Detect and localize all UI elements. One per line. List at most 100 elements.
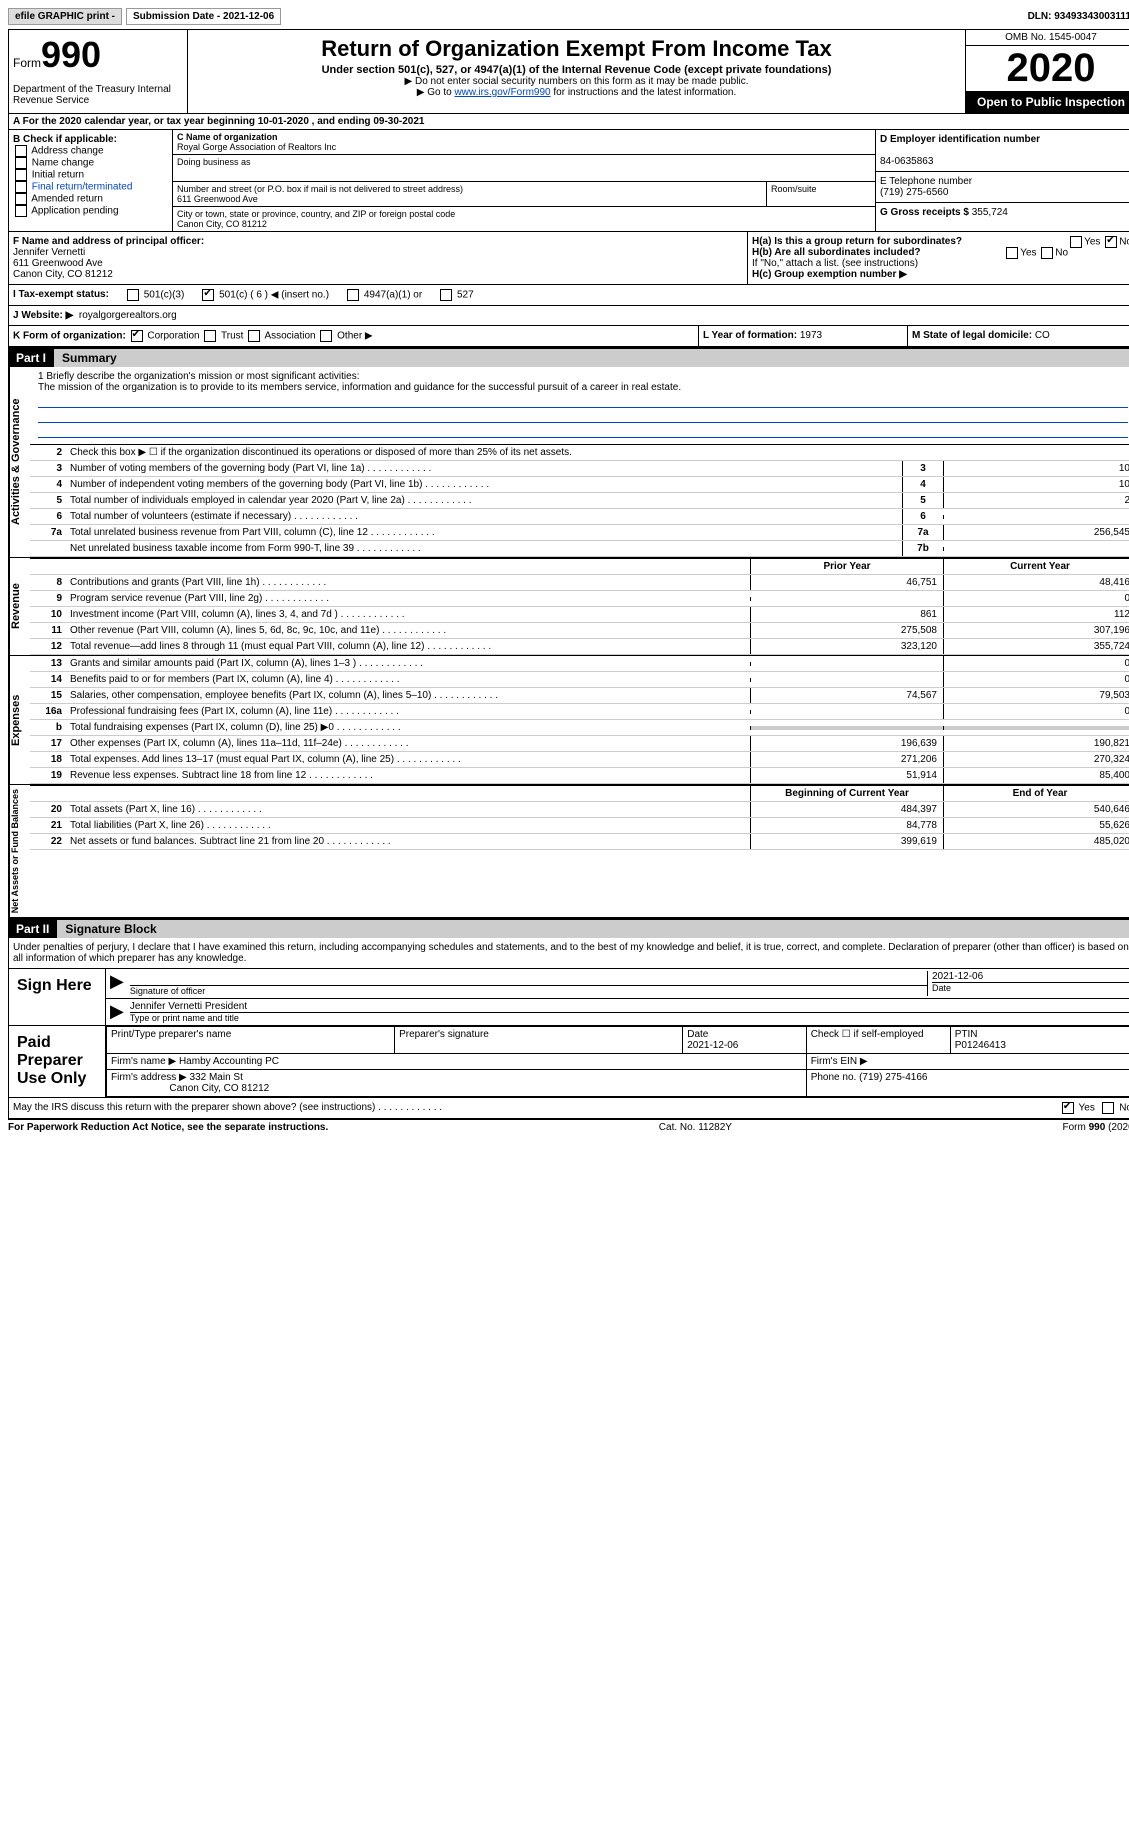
side-netassets: Net Assets or Fund Balances xyxy=(9,785,30,917)
year-block: OMB No. 1545-0047 2020 Open to Public In… xyxy=(965,30,1129,113)
group-return: H(a) Is this a group return for subordin… xyxy=(748,232,1129,284)
row-i-tax-status: I Tax-exempt status: 501(c)(3) 501(c) ( … xyxy=(8,285,1129,306)
hb-no[interactable] xyxy=(1041,247,1053,259)
summary-line: 10Investment income (Part VIII, column (… xyxy=(30,607,1129,623)
dba-label: Doing business as xyxy=(177,157,251,167)
discuss-no[interactable] xyxy=(1102,1102,1114,1114)
open-inspection: Open to Public Inspection xyxy=(966,91,1129,113)
summary-line: 6Total number of volunteers (estimate if… xyxy=(30,509,1129,525)
revenue-section: Revenue b Prior Year Current Year 8Contr… xyxy=(8,558,1129,656)
form-header: Form990 Department of the Treasury Inter… xyxy=(8,29,1129,114)
summary-line: 22Net assets or fund balances. Subtract … xyxy=(30,834,1129,850)
cb-address-change[interactable] xyxy=(15,145,27,157)
summary-line: 12Total revenue—add lines 8 through 11 (… xyxy=(30,639,1129,655)
discuss-yes[interactable] xyxy=(1062,1102,1074,1114)
gross-label: G Gross receipts $ xyxy=(880,207,969,218)
summary-line: 19Revenue less expenses. Subtract line 1… xyxy=(30,768,1129,784)
cb-trust[interactable] xyxy=(204,330,216,342)
cb-527[interactable] xyxy=(440,289,452,301)
cb-initial-return[interactable] xyxy=(15,169,27,181)
website-val: royalgorgerealtors.org xyxy=(79,310,177,321)
netassets-section: Net Assets or Fund Balances Beginning of… xyxy=(8,785,1129,918)
room-suite: Room/suite xyxy=(767,182,875,206)
principal-officer: F Name and address of principal officer:… xyxy=(9,232,748,284)
cb-name-change[interactable] xyxy=(15,157,27,169)
summary-line: 7aTotal unrelated business revenue from … xyxy=(30,525,1129,541)
preparer-table: Print/Type preparer's name Preparer's si… xyxy=(106,1026,1129,1097)
title-block: Return of Organization Exempt From Incom… xyxy=(188,30,965,113)
footer: For Paperwork Reduction Act Notice, see … xyxy=(8,1119,1129,1133)
addr-val: 611 Greenwood Ave xyxy=(177,194,258,204)
form-subtitle: Under section 501(c), 527, or 4947(a)(1)… xyxy=(192,64,961,76)
summary-line: bTotal fundraising expenses (Part IX, co… xyxy=(30,720,1129,736)
ein-val: 84-0635863 xyxy=(880,156,933,167)
omb-number: OMB No. 1545-0047 xyxy=(966,30,1129,46)
summary-line: 18Total expenses. Add lines 13–17 (must … xyxy=(30,752,1129,768)
dln-number: DLN: 93493343003111 xyxy=(1022,9,1129,24)
cb-501c3[interactable] xyxy=(127,289,139,301)
penalties-text: Under penalties of perjury, I declare th… xyxy=(9,938,1129,969)
city-label: City or town, state or province, country… xyxy=(177,209,455,219)
side-governance: Activities & Governance xyxy=(9,367,30,557)
phone-label: E Telephone number xyxy=(880,176,972,187)
summary-line: 9Program service revenue (Part VIII, lin… xyxy=(30,591,1129,607)
instr-1: ▶ Do not enter social security numbers o… xyxy=(192,76,961,87)
addr-label: Number and street (or P.O. box if mail i… xyxy=(177,184,463,194)
summary-line: 8Contributions and grants (Part VIII, li… xyxy=(30,575,1129,591)
top-toolbar: efile GRAPHIC print - Submission Date - … xyxy=(8,8,1129,25)
sign-here-label: Sign Here xyxy=(9,969,105,1025)
paid-preparer-label: Paid Preparer Use Only xyxy=(9,1026,105,1097)
governance-section: Activities & Governance 1 Briefly descri… xyxy=(8,367,1129,558)
side-revenue: Revenue xyxy=(9,558,30,655)
instr-2: ▶ Go to www.irs.gov/Form990 for instruct… xyxy=(192,87,961,98)
phone-val: (719) 275-6560 xyxy=(880,187,948,198)
summary-line: 17Other expenses (Part IX, column (A), l… xyxy=(30,736,1129,752)
summary-line: Net unrelated business taxable income fr… xyxy=(30,541,1129,557)
summary-line: 16aProfessional fundraising fees (Part I… xyxy=(30,704,1129,720)
submission-date: Submission Date - 2021-12-06 xyxy=(126,8,281,25)
cb-4947[interactable] xyxy=(347,289,359,301)
form-number: 990 xyxy=(41,34,101,75)
cb-assoc[interactable] xyxy=(248,330,260,342)
org-name: Royal Gorge Association of Realtors Inc xyxy=(177,142,336,152)
form-title: Return of Organization Exempt From Incom… xyxy=(192,36,961,62)
efile-print-button[interactable]: efile GRAPHIC print - xyxy=(8,8,122,25)
summary-line: 13Grants and similar amounts paid (Part … xyxy=(30,656,1129,672)
ha-yes[interactable] xyxy=(1070,236,1082,248)
expenses-section: Expenses 13Grants and similar amounts pa… xyxy=(8,656,1129,785)
cb-app-pending[interactable] xyxy=(15,205,27,217)
city-val: Canon City, CO 81212 xyxy=(177,219,267,229)
summary-line: 4Number of independent voting members of… xyxy=(30,477,1129,493)
row-klm: K Form of organization: Corporation Trus… xyxy=(8,326,1129,347)
ein-label: D Employer identification number xyxy=(880,134,1040,145)
summary-line: 3Number of voting members of the governi… xyxy=(30,461,1129,477)
col-b-checkboxes: B Check if applicable: Address change Na… xyxy=(9,130,173,231)
cb-corp[interactable] xyxy=(131,330,143,342)
summary-line: 14Benefits paid to or for members (Part … xyxy=(30,672,1129,688)
row-fh: F Name and address of principal officer:… xyxy=(8,232,1129,285)
dept-label: Department of the Treasury Internal Reve… xyxy=(13,84,183,106)
col-b-label: B Check if applicable: xyxy=(13,134,168,145)
summary-line: 15Salaries, other compensation, employee… xyxy=(30,688,1129,704)
cb-amended[interactable] xyxy=(15,193,27,205)
mission-block: 1 Briefly describe the organization's mi… xyxy=(30,367,1129,445)
summary-line: 21Total liabilities (Part X, line 26)84,… xyxy=(30,818,1129,834)
signature-block: Under penalties of perjury, I declare th… xyxy=(8,938,1129,1119)
irs-link[interactable]: www.irs.gov/Form990 xyxy=(454,87,550,98)
summary-line: 11Other revenue (Part VIII, column (A), … xyxy=(30,623,1129,639)
col-de: D Employer identification number 84-0635… xyxy=(875,130,1129,231)
part2-header: Part II Signature Block xyxy=(8,918,1129,938)
form-word: Form xyxy=(13,56,41,70)
gross-val: 355,724 xyxy=(972,207,1008,218)
cb-501c[interactable] xyxy=(202,289,214,301)
row-j-website: J Website: ▶ royalgorgerealtors.org xyxy=(8,306,1129,326)
cb-other[interactable] xyxy=(320,330,332,342)
part1-header: Part I Summary xyxy=(8,347,1129,367)
tax-year: 2020 xyxy=(966,46,1129,91)
cb-final-return[interactable] xyxy=(15,181,27,193)
name-label: C Name of organization xyxy=(177,132,278,142)
row-a-period: A For the 2020 calendar year, or tax yea… xyxy=(8,114,1129,130)
summary-line: 5Total number of individuals employed in… xyxy=(30,493,1129,509)
ha-no[interactable] xyxy=(1105,236,1117,248)
hb-yes[interactable] xyxy=(1006,247,1018,259)
